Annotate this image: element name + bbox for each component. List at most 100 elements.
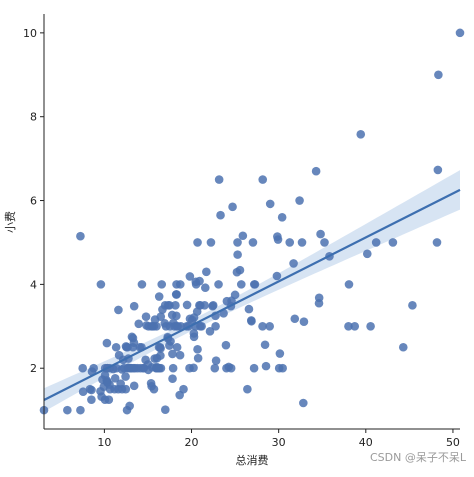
x-tick-label: 10 <box>97 436 111 449</box>
data-point <box>156 312 166 321</box>
data-point <box>211 356 221 365</box>
x-tick-label: 50 <box>446 436 460 449</box>
data-point <box>320 238 329 247</box>
data-point <box>278 363 287 373</box>
data-point <box>129 338 139 347</box>
data-point <box>311 166 321 176</box>
data-point <box>314 293 324 303</box>
data-point <box>290 314 300 324</box>
data-point <box>168 349 177 359</box>
data-point <box>366 322 375 331</box>
data-point <box>221 340 231 350</box>
data-point <box>152 322 161 331</box>
data-point <box>434 70 443 80</box>
data-point <box>289 259 298 268</box>
data-point <box>171 301 180 310</box>
data-point <box>129 381 139 391</box>
y-axis-label: 小费 <box>4 211 17 233</box>
data-point <box>275 349 285 358</box>
data-point <box>258 175 268 184</box>
data-point <box>260 340 270 350</box>
data-point <box>214 280 223 289</box>
data-point <box>243 384 252 394</box>
data-point <box>297 238 307 247</box>
data-point <box>87 395 96 404</box>
data-point <box>137 280 147 289</box>
data-point <box>129 301 139 311</box>
x-axis-label: 总消费 <box>236 453 269 467</box>
data-point <box>206 238 216 247</box>
data-point <box>161 405 170 415</box>
data-point <box>265 199 275 209</box>
watermark-text: CSDN @呆子不呆L <box>370 451 466 464</box>
data-point <box>455 28 465 38</box>
data-point <box>299 317 309 326</box>
regression-line <box>43 188 461 401</box>
regression-line-layer <box>43 188 461 401</box>
data-point <box>316 229 325 239</box>
data-point <box>238 231 248 241</box>
data-point <box>299 398 308 408</box>
data-point <box>398 342 408 352</box>
data-point <box>89 363 98 373</box>
data-point <box>277 213 287 222</box>
y-tick-label: 4 <box>30 278 37 291</box>
data-point <box>179 384 188 394</box>
data-point <box>247 316 256 326</box>
data-point <box>273 235 283 244</box>
data-point <box>134 319 144 329</box>
data-point <box>102 338 112 348</box>
data-point <box>258 322 267 331</box>
data-point <box>408 301 417 310</box>
data-point <box>344 280 354 289</box>
data-point <box>193 353 203 363</box>
data-point <box>350 322 360 331</box>
y-tick-label: 8 <box>30 111 37 124</box>
data-point <box>244 304 254 314</box>
data-point <box>228 202 237 212</box>
y-ticks: 2 4 6 8 10 <box>23 27 44 375</box>
data-point <box>265 322 274 331</box>
data-point <box>111 342 121 352</box>
data-point <box>121 372 130 381</box>
data-point <box>233 238 242 247</box>
data-point <box>226 363 236 373</box>
data-point <box>76 405 85 415</box>
data-point <box>185 272 195 281</box>
data-point <box>168 374 177 384</box>
data-point <box>210 363 220 373</box>
data-point <box>154 292 164 301</box>
data-point <box>172 290 181 299</box>
data-point <box>63 405 72 415</box>
data-point <box>211 322 220 331</box>
data-point <box>235 265 245 275</box>
confidence-band <box>44 170 460 412</box>
data-point <box>193 345 202 354</box>
y-tick-label: 10 <box>23 27 37 40</box>
data-point <box>104 395 114 404</box>
x-tick-label: 20 <box>185 436 199 449</box>
data-point <box>356 130 366 139</box>
data-point <box>76 231 85 241</box>
data-point <box>175 350 185 360</box>
confidence-band-layer <box>44 170 460 412</box>
data-point <box>285 238 295 247</box>
data-point <box>78 363 87 373</box>
data-point <box>110 373 120 383</box>
data-point <box>362 249 372 259</box>
data-point <box>200 283 210 293</box>
data-point <box>87 385 96 395</box>
x-tick-label: 40 <box>359 436 373 449</box>
data-point <box>165 301 174 310</box>
y-tick-label: 2 <box>30 362 37 375</box>
data-point <box>168 363 178 373</box>
axes <box>43 14 460 430</box>
data-point <box>141 312 151 321</box>
data-point <box>230 290 240 300</box>
x-tick-label: 30 <box>272 436 286 449</box>
data-point <box>193 238 202 247</box>
data-point <box>114 305 123 315</box>
data-point <box>172 342 182 352</box>
data-point <box>344 322 353 331</box>
